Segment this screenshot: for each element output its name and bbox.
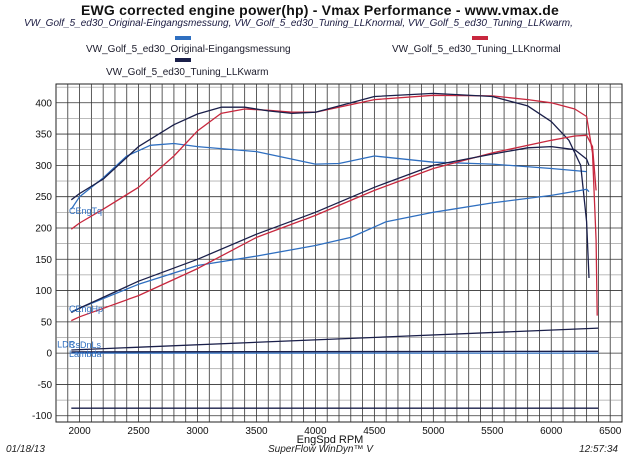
y-tick-label: 350 [35, 130, 52, 141]
legend-swatch-original [175, 36, 191, 40]
footer-time: 12:57:34 [579, 444, 618, 455]
y-tick-label: -100 [32, 411, 52, 422]
y-tick-label: 200 [35, 223, 52, 234]
x-tick-label: 6500 [599, 426, 622, 437]
footer-software: SuperFlow WinDyn™ V [268, 444, 373, 455]
series-line-cengtq [70, 142, 587, 210]
x-tick-label: 5000 [422, 426, 445, 437]
y-tick-label: 100 [35, 286, 52, 297]
series-line-cenghp [71, 134, 597, 322]
legend-swatch-llkwarm [175, 58, 191, 62]
x-tick-label: 3000 [186, 426, 209, 437]
y-tick-label: 50 [41, 317, 53, 328]
x-axis-ticks: 2000 2500 3000 3500 4000 4500 5000 5500 6000 6500 [68, 426, 621, 437]
x-tick-label: 4500 [363, 426, 386, 437]
legend-label-llkwarm: VW_Golf_5_ed30_Tuning_LLKwarm [106, 67, 269, 78]
channel-label: CEngTq [69, 206, 102, 216]
legend-label-llknormal: VW_Golf_5_ed30_Tuning_LLKnormal [392, 44, 561, 55]
x-axis-label: EngSpd RPM [297, 434, 364, 446]
chart-title: EWG corrected engine power(hp) - Vmax Pe… [80, 2, 560, 18]
series-line-cenghp [71, 188, 590, 313]
x-tick-label: 5500 [481, 426, 504, 437]
x-tick-label: 3500 [245, 426, 268, 437]
series-line-csdnls [71, 350, 599, 353]
series-line-cenghp [70, 145, 590, 314]
y-tick-label: -50 [38, 380, 53, 391]
y-tick-label: 400 [35, 98, 52, 109]
legend-label-original: VW_Golf_5_ed30_Original-Eingangsmessung [86, 44, 291, 55]
y-tick-label: 0 [46, 349, 52, 360]
series-line-ldr [71, 327, 599, 351]
x-tick-label: 4000 [304, 426, 327, 437]
x-tick-label: 2000 [68, 426, 91, 437]
legend-swatch-llknormal [472, 36, 488, 40]
channel-label: Lambda [69, 349, 102, 359]
x-tick-label: 2500 [127, 426, 150, 437]
run-list-subtitle: VW_Golf_5_ed30_Original-Eingangsmessung,… [24, 18, 573, 29]
y-axis-ticks: -100 -50 0 50 100 150 200 250 300 350 400 [32, 98, 52, 422]
y-tick-label: 150 [35, 255, 52, 266]
x-tick-label: 6000 [540, 426, 563, 437]
channel-label: CEngHp [69, 304, 103, 314]
footer-date: 01/18/13 [6, 444, 45, 455]
series-lines [70, 92, 599, 409]
channel-label: CsDnLs [69, 340, 102, 350]
y-tick-label: 300 [35, 161, 52, 172]
channel-label: LDR [57, 340, 76, 350]
y-tick-label: 250 [35, 192, 52, 203]
